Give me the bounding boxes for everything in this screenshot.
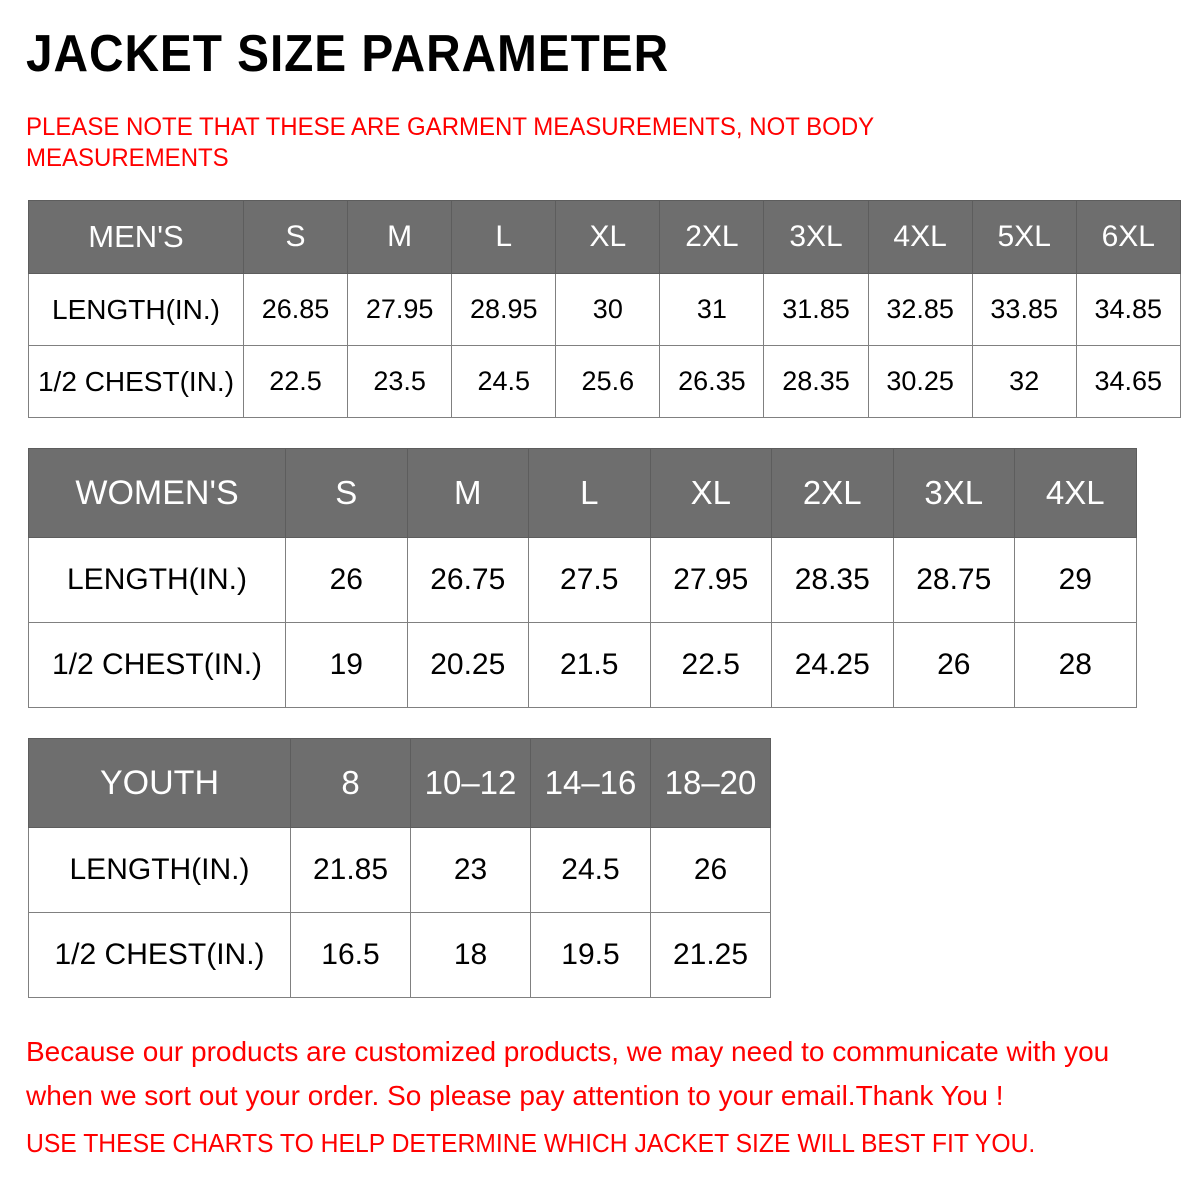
womens-length-m: 26.75 — [406, 537, 529, 623]
womens-size-header-2xl: 2XL — [771, 448, 894, 538]
mens-chest-2xl: 26.35 — [659, 345, 765, 418]
womens-size-header-xl: XL — [649, 448, 772, 538]
youth-length-8: 21.85 — [290, 827, 411, 913]
youth-chest-8: 16.5 — [290, 912, 411, 998]
table-header-row: MEN'S S M L XL 2XL 3XL 4XL 5XL 6XL — [28, 200, 1181, 274]
page-title: JACKET SIZE PARAMETER — [26, 25, 670, 83]
mens-length-l: 28.95 — [451, 273, 557, 346]
mens-length-2xl: 31 — [659, 273, 765, 346]
womens-chest-3xl: 26 — [892, 622, 1015, 708]
mens-chest-4xl: 30.25 — [867, 345, 973, 418]
mens-chest-3xl: 28.35 — [763, 345, 869, 418]
womens-length-s: 26 — [285, 537, 408, 623]
mens-chest-m: 23.5 — [347, 345, 453, 418]
mens-chest-label: 1/2 CHEST(IN.) — [28, 345, 244, 418]
mens-size-header-4xl: 4XL — [867, 200, 973, 274]
mens-length-5xl: 33.85 — [971, 273, 1077, 346]
mens-size-header-2xl: 2XL — [659, 200, 765, 274]
table-row: 1/2 CHEST(IN.) 16.5 18 19.5 21.25 — [28, 912, 771, 998]
table-row: LENGTH(IN.) 26.85 27.95 28.95 30 31 31.8… — [28, 273, 1181, 346]
youth-size-header-14-16: 14–16 — [530, 738, 651, 828]
mens-chest-6xl: 34.65 — [1075, 345, 1181, 418]
womens-size-header-4xl: 4XL — [1014, 448, 1137, 538]
youth-category-label: YOUTH — [28, 738, 291, 828]
mens-size-table: MEN'S S M L XL 2XL 3XL 4XL 5XL 6XL LENGT… — [28, 200, 1181, 418]
mens-length-label: LENGTH(IN.) — [28, 273, 244, 346]
womens-size-header-s: S — [285, 448, 408, 538]
youth-size-header-8: 8 — [290, 738, 411, 828]
mens-chest-xl: 25.6 — [555, 345, 661, 418]
mens-category-label: MEN'S — [28, 200, 244, 274]
mens-length-xl: 30 — [555, 273, 661, 346]
womens-category-label: WOMEN'S — [28, 448, 286, 538]
youth-length-18-20: 26 — [650, 827, 771, 913]
youth-chest-18-20: 21.25 — [650, 912, 771, 998]
womens-length-label: LENGTH(IN.) — [28, 537, 286, 623]
youth-chest-14-16: 19.5 — [530, 912, 651, 998]
womens-size-header-m: M — [406, 448, 529, 538]
youth-length-10-12: 23 — [410, 827, 531, 913]
mens-chest-s: 22.5 — [242, 345, 349, 418]
youth-size-header-18-20: 18–20 — [650, 738, 771, 828]
womens-size-header-l: L — [528, 448, 651, 538]
mens-length-s: 26.85 — [242, 273, 349, 346]
mens-chest-l: 24.5 — [451, 345, 557, 418]
womens-length-4xl: 29 — [1014, 537, 1137, 623]
womens-chest-label: 1/2 CHEST(IN.) — [28, 622, 286, 708]
womens-length-xl: 27.95 — [649, 537, 772, 623]
mens-size-header-s: S — [242, 200, 349, 274]
womens-length-2xl: 28.35 — [771, 537, 894, 623]
mens-size-header-xl: XL — [555, 200, 661, 274]
table-row: LENGTH(IN.) 21.85 23 24.5 26 — [28, 827, 771, 913]
youth-size-header-10-12: 10–12 — [410, 738, 531, 828]
mens-length-4xl: 32.85 — [867, 273, 973, 346]
youth-size-table: YOUTH 8 10–12 14–16 18–20 LENGTH(IN.) 21… — [28, 738, 771, 998]
table-row: 1/2 CHEST(IN.) 22.5 23.5 24.5 25.6 26.35… — [28, 345, 1181, 418]
womens-chest-2xl: 24.25 — [771, 622, 894, 708]
youth-chest-label: 1/2 CHEST(IN.) — [28, 912, 291, 998]
womens-chest-xl: 22.5 — [649, 622, 772, 708]
table-row: LENGTH(IN.) 26 26.75 27.5 27.95 28.35 28… — [28, 537, 1137, 623]
mens-length-3xl: 31.85 — [763, 273, 869, 346]
mens-chest-5xl: 32 — [971, 345, 1077, 418]
garment-measurement-note: PLEASE NOTE THAT THESE ARE GARMENT MEASU… — [26, 113, 874, 172]
womens-size-table: WOMEN'S S M L XL 2XL 3XL 4XL LENGTH(IN.)… — [28, 448, 1137, 708]
customization-notice: Because our products are customized prod… — [26, 1036, 1110, 1111]
womens-chest-s: 19 — [285, 622, 408, 708]
mens-size-header-6xl: 6XL — [1075, 200, 1181, 274]
table-header-row: WOMEN'S S M L XL 2XL 3XL 4XL — [28, 448, 1137, 538]
mens-size-header-5xl: 5XL — [971, 200, 1077, 274]
womens-chest-4xl: 28 — [1014, 622, 1137, 708]
womens-chest-m: 20.25 — [406, 622, 529, 708]
youth-length-label: LENGTH(IN.) — [28, 827, 291, 913]
womens-length-3xl: 28.75 — [892, 537, 1015, 623]
mens-length-6xl: 34.85 — [1075, 273, 1181, 346]
youth-length-14-16: 24.5 — [530, 827, 651, 913]
mens-length-m: 27.95 — [347, 273, 453, 346]
mens-size-header-3xl: 3XL — [763, 200, 869, 274]
womens-size-header-3xl: 3XL — [892, 448, 1015, 538]
womens-length-l: 27.5 — [528, 537, 651, 623]
table-header-row: YOUTH 8 10–12 14–16 18–20 — [28, 738, 771, 828]
chart-usage-notice: USE THESE CHARTS TO HELP DETERMINE WHICH… — [26, 1128, 1036, 1158]
mens-size-header-l: L — [451, 200, 557, 274]
mens-size-header-m: M — [347, 200, 453, 274]
womens-chest-l: 21.5 — [528, 622, 651, 708]
table-row: 1/2 CHEST(IN.) 19 20.25 21.5 22.5 24.25 … — [28, 622, 1137, 708]
youth-chest-10-12: 18 — [410, 912, 531, 998]
